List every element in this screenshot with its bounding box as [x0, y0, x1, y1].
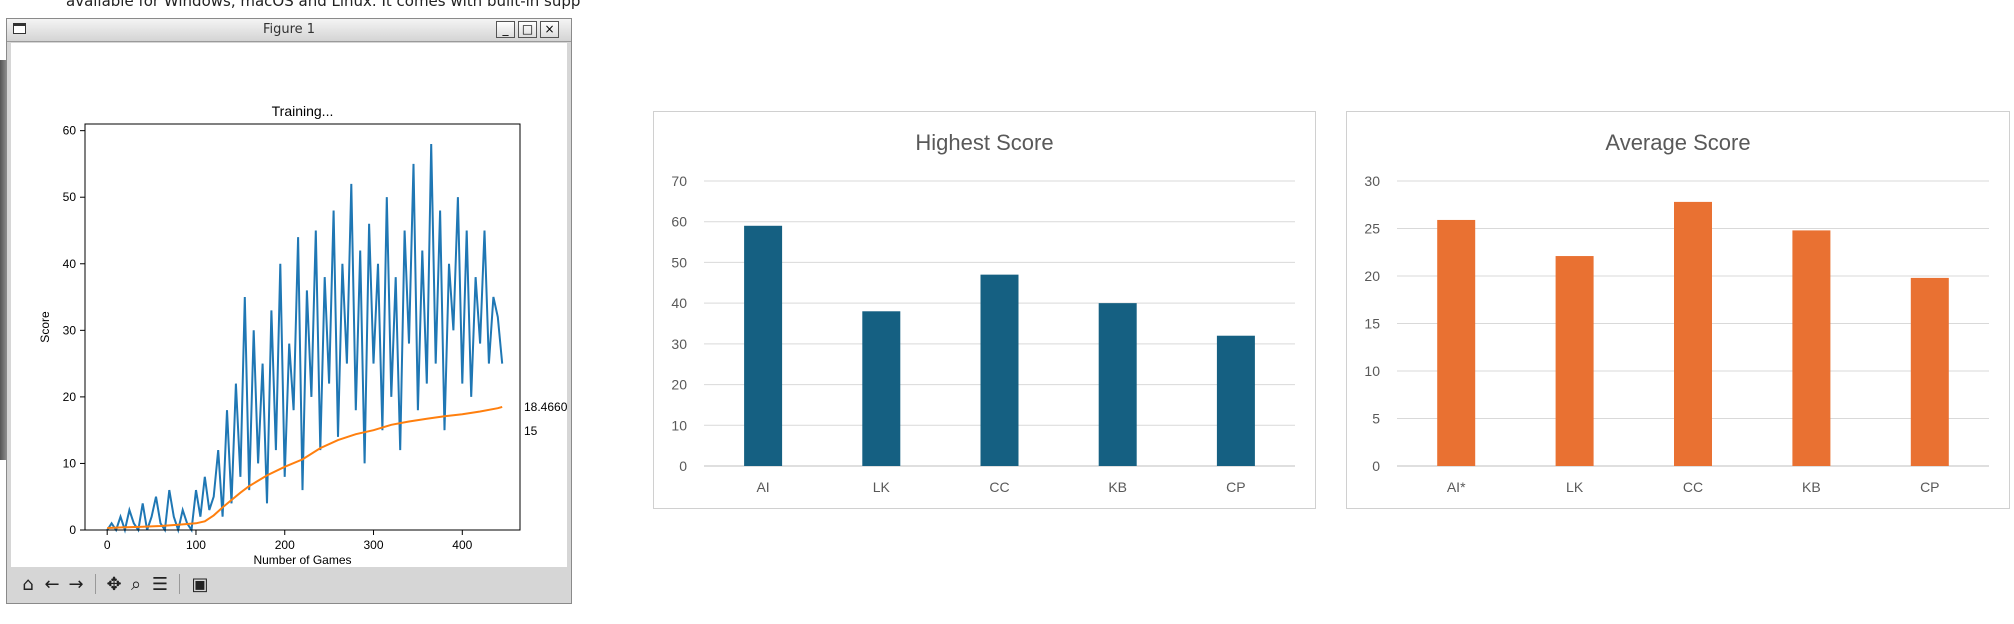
close-button[interactable]: ×	[540, 21, 559, 38]
forward-button[interactable]: →	[65, 573, 87, 595]
x-tick-label: 0	[104, 538, 111, 552]
category-label: KB	[1802, 479, 1821, 495]
window-menu-icon[interactable]	[13, 23, 26, 34]
highest-score-chart-card: Highest Score 0 10 20 30 40 50 60 70 AI LK CC KB CP	[653, 111, 1316, 509]
forward-icon: →	[68, 573, 84, 595]
category-label: KB	[1108, 479, 1127, 495]
average-score-bar-kb	[1792, 230, 1831, 466]
training-plot: Training... 0 100 200 300 400 0 10 20 30 40 50 60 Num…	[38, 103, 594, 567]
zoom-icon: ⌕	[130, 573, 142, 595]
configure-subplots-icon: ☰	[151, 573, 169, 595]
highest-score-bar-ai	[744, 225, 783, 466]
window-title: Figure 1	[262, 22, 316, 37]
y-tick-label: 0	[69, 523, 76, 537]
plot-title: Training...	[272, 103, 334, 119]
y-tick-label: 5	[1372, 411, 1380, 427]
y-tick-label: 10	[1364, 363, 1380, 379]
y-axis-label: Score	[38, 311, 52, 343]
y-tick-label: 20	[1364, 268, 1380, 284]
configure-subplots-button[interactable]: ☰	[149, 573, 171, 595]
save-icon: ▣	[191, 573, 209, 595]
highest-score-bar-lk	[862, 311, 901, 466]
y-tick-label: 40	[671, 295, 687, 311]
x-axis-label: Number of Games	[253, 553, 351, 567]
pan-icon: ✥	[106, 573, 122, 595]
window-titlebar[interactable]: Figure 1 _ □ ×	[7, 19, 571, 42]
y-tick-label: 15	[1364, 316, 1380, 332]
highest-score-chart: Highest Score 0 10 20 30 40 50 60 70 AI LK CC KB CP	[671, 130, 1295, 495]
back-icon: ←	[44, 573, 60, 595]
y-tick-label: 40	[63, 257, 77, 271]
y-tick-label: 70	[671, 173, 687, 189]
mean-score-series-line	[107, 405, 503, 529]
y-tick-label: 10	[63, 456, 77, 470]
highest-score-bar-cc	[980, 274, 1019, 466]
x-tick-label: 300	[364, 538, 384, 552]
highest-score-chart-title: Highest Score	[915, 130, 1053, 155]
home-icon: ⌂	[22, 573, 34, 595]
highest-score-bar-cp	[1216, 335, 1255, 466]
y-tick-label: 60	[671, 214, 687, 230]
y-tick-label: 50	[63, 190, 77, 204]
y-tick-label: 30	[63, 323, 77, 337]
category-label: AI	[756, 479, 769, 495]
average-score-bar-ai	[1437, 219, 1476, 466]
minimize-button[interactable]: _	[496, 21, 515, 38]
y-tick-label: 25	[1364, 221, 1380, 237]
home-button[interactable]: ⌂	[17, 573, 39, 595]
maximize-button[interactable]: □	[518, 21, 537, 38]
pan-button[interactable]: ✥	[103, 573, 125, 595]
zoom-button[interactable]: ⌕	[125, 573, 147, 595]
save-button[interactable]: ▣	[189, 573, 211, 595]
toolbar-separator	[95, 574, 96, 594]
score-series-line	[106, 143, 504, 534]
y-tick-label: 60	[63, 124, 77, 138]
category-label: LK	[873, 479, 891, 495]
y-tick-label: 0	[679, 458, 687, 474]
category-label: LK	[1566, 479, 1584, 495]
x-tick-label: 100	[186, 538, 206, 552]
category-label: AI*	[1447, 479, 1466, 495]
y-tick-label: 50	[671, 254, 687, 270]
x-tick-label: 400	[452, 538, 472, 552]
average-score-bar-lk	[1555, 256, 1594, 466]
category-label: CC	[989, 479, 1009, 495]
category-label: CP	[1226, 479, 1245, 495]
back-button[interactable]: ←	[41, 573, 63, 595]
y-tick-label: 20	[63, 390, 77, 404]
category-label: CP	[1920, 479, 1939, 495]
x-tick-label: 200	[275, 538, 295, 552]
y-tick-label: 20	[671, 377, 687, 393]
average-score-bar-cp	[1910, 277, 1949, 466]
y-tick-label: 30	[671, 336, 687, 352]
average-score-chart-title: Average Score	[1605, 130, 1750, 155]
highest-score-bar-kb	[1098, 303, 1137, 466]
category-label: CC	[1683, 479, 1703, 495]
average-score-chart-card: Average Score 0 5 10 15 20 25 30 AI* LK CC KB CP	[1346, 111, 2010, 509]
y-tick-label: 10	[671, 417, 687, 433]
toolbar-separator	[179, 574, 180, 594]
figure-canvas: Training... 0 100 200 300 400 0 10 20 30 40 50 60 Num…	[11, 43, 594, 567]
navigation-toolbar: ⌂ ← → ✥ ⌕ ☰ ▣	[11, 569, 567, 599]
average-score-chart: Average Score 0 5 10 15 20 25 30 AI* LK CC KB CP	[1364, 130, 1989, 495]
mean-score-annotation: 18.46606334	[524, 400, 567, 414]
figure-window: Figure 1 _ □ × Training... 0 100 200 300 400 0…	[6, 18, 594, 604]
average-score-bar-cc	[1674, 201, 1712, 466]
y-tick-label: 30	[1364, 173, 1380, 189]
plot-axes-frame	[84, 123, 521, 531]
y-tick-label: 0	[1372, 458, 1380, 474]
background-document-text: available for Windows, macOS and Linux. …	[66, 0, 581, 10]
last-score-annotation: 15	[524, 424, 538, 438]
